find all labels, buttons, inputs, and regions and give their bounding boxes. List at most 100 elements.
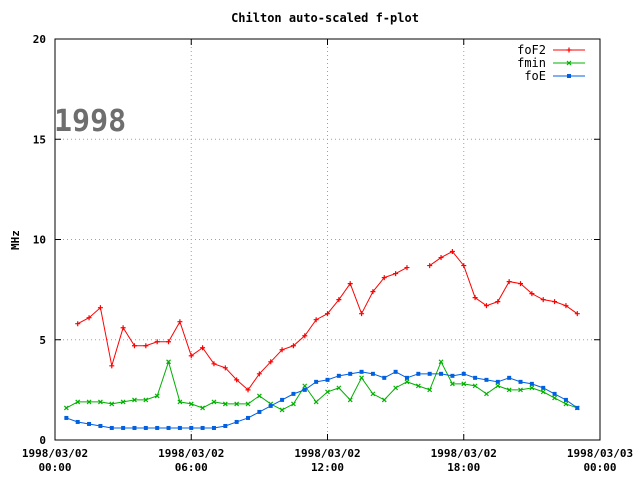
- data-point: [393, 369, 398, 374]
- data-point: [268, 403, 273, 408]
- data-point: [222, 401, 228, 407]
- data-point: [415, 383, 421, 389]
- data-point: [552, 299, 558, 305]
- legend-item-fmin: fmin: [517, 56, 585, 70]
- data-point: [518, 387, 523, 393]
- data-point: [291, 401, 296, 407]
- series-fof2: [75, 249, 580, 393]
- data-point: [177, 319, 183, 325]
- data-point: [223, 423, 228, 428]
- data-point: [336, 373, 341, 378]
- series-line: [429, 250, 578, 315]
- data-point: [314, 379, 319, 384]
- data-point: [143, 343, 149, 349]
- data-point: [461, 371, 466, 376]
- x-tick-time: 12:00: [311, 461, 344, 474]
- data-point: [495, 383, 501, 389]
- legend-marker: [567, 74, 571, 78]
- data-point: [348, 371, 353, 376]
- legend-label: foF2: [517, 43, 546, 57]
- series-group: [63, 249, 580, 430]
- data-point: [200, 425, 205, 430]
- data-point: [75, 399, 81, 405]
- data-point: [109, 401, 115, 407]
- data-point: [347, 281, 353, 287]
- data-point: [472, 295, 478, 301]
- x-tick-time: 18:00: [447, 461, 480, 474]
- data-point: [188, 401, 194, 407]
- data-point: [132, 397, 137, 403]
- series-fmin: [63, 359, 580, 413]
- x-tick-date: 1998/03/02: [294, 447, 360, 460]
- data-point: [449, 249, 455, 255]
- data-point: [518, 379, 523, 384]
- y-axis-label: MHz: [9, 230, 22, 250]
- data-point: [143, 397, 149, 403]
- y-tick-label: 15: [33, 133, 46, 146]
- data-point: [336, 297, 342, 303]
- data-point: [506, 387, 512, 393]
- data-point: [552, 391, 557, 396]
- data-point: [234, 377, 240, 383]
- data-point: [484, 391, 489, 397]
- data-point: [393, 385, 399, 391]
- data-point: [563, 401, 569, 407]
- data-point: [154, 393, 160, 399]
- data-point: [483, 303, 489, 309]
- data-point: [563, 303, 569, 309]
- data-point: [155, 425, 160, 430]
- grid: [55, 39, 600, 440]
- data-point: [166, 339, 172, 345]
- x-tick-date: 1998/03/02: [158, 447, 224, 460]
- data-point: [313, 399, 319, 405]
- data-point: [120, 325, 126, 331]
- data-point: [370, 289, 376, 295]
- data-point: [211, 425, 216, 430]
- data-point: [246, 415, 251, 420]
- data-point: [461, 381, 467, 387]
- data-point: [347, 397, 353, 403]
- data-point: [370, 391, 376, 397]
- data-point: [97, 399, 103, 405]
- data-point: [234, 419, 239, 424]
- data-point: [302, 387, 307, 392]
- data-point: [268, 359, 274, 365]
- y-tick-label: 0: [39, 434, 46, 447]
- legend-item-fof2: foF2: [517, 43, 585, 57]
- data-point: [87, 421, 92, 426]
- data-point: [75, 321, 81, 327]
- data-point: [143, 425, 148, 430]
- data-point: [279, 347, 285, 353]
- data-point: [393, 271, 399, 277]
- data-point: [541, 385, 546, 390]
- series-foe: [64, 369, 580, 430]
- data-point: [439, 371, 444, 376]
- data-point: [200, 405, 206, 411]
- y-tick-label: 10: [33, 234, 46, 247]
- data-point: [121, 425, 126, 430]
- legend-marker: [566, 47, 572, 53]
- data-point: [75, 419, 80, 424]
- data-point: [359, 311, 365, 317]
- legend-item-foe: foE: [524, 69, 585, 83]
- data-point: [120, 399, 126, 405]
- y-tick-label: 5: [39, 334, 46, 347]
- data-point: [98, 423, 103, 428]
- chart-title: Chilton auto-scaled f-plot: [231, 11, 419, 25]
- data-point: [200, 345, 206, 351]
- data-point: [438, 255, 444, 261]
- data-point: [472, 383, 478, 389]
- data-point: [325, 311, 330, 317]
- y-axis: 0 5 10 15 20: [33, 33, 600, 447]
- data-point: [177, 425, 182, 430]
- data-point: [109, 363, 115, 369]
- data-point: [279, 407, 285, 413]
- series-line: [66, 360, 578, 411]
- data-point: [189, 425, 194, 430]
- data-point: [359, 375, 364, 381]
- data-point: [313, 317, 319, 323]
- data-point: [291, 391, 296, 396]
- data-point: [64, 415, 69, 420]
- data-point: [495, 379, 500, 384]
